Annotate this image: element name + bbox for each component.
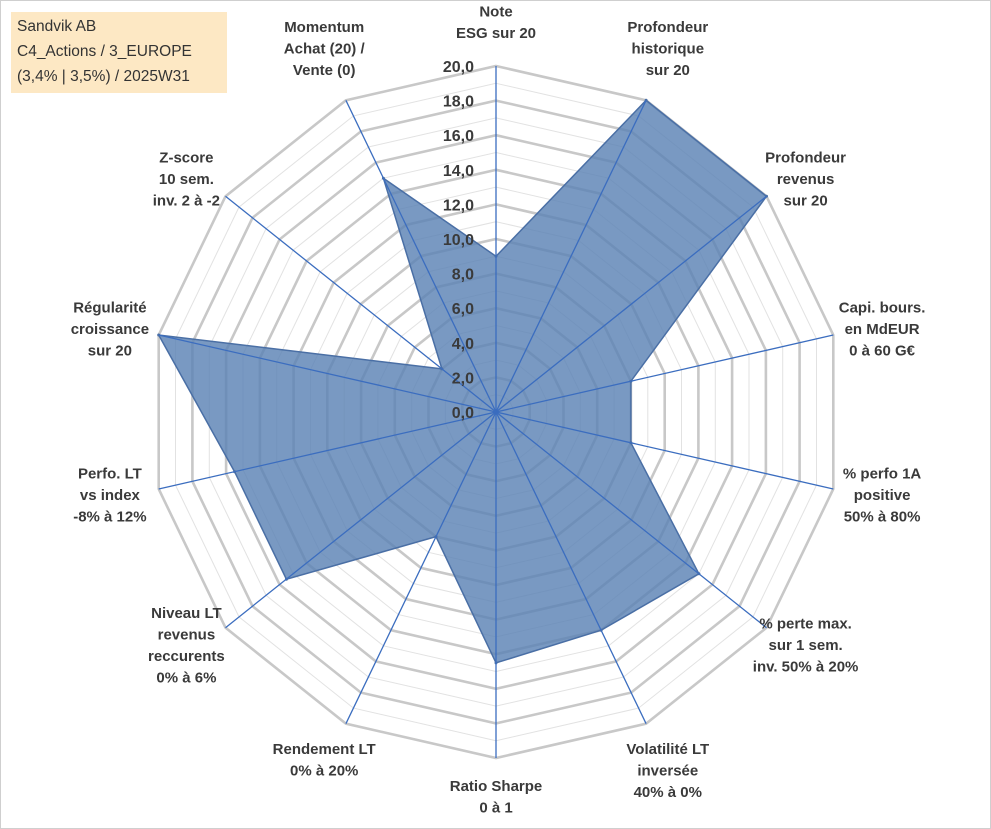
tick-label: 2,0 — [452, 370, 474, 387]
tick-label: 0,0 — [452, 405, 474, 422]
axis-label: Note ESG sur 20 — [456, 4, 536, 43]
axis-label-line: Ratio Sharpe — [450, 778, 543, 795]
axis-label-line: 0% à 20% — [290, 763, 358, 780]
axis-label-line: vs index — [80, 487, 141, 504]
axis-label-line: Achat (20) / — [284, 41, 366, 58]
axis-label-line: Profondeur — [627, 19, 708, 36]
axis-label-line: 50% à 80% — [844, 509, 921, 526]
tick-label: 4,0 — [452, 336, 474, 353]
axis-label: Profondeur revenus sur 20 — [765, 149, 846, 209]
axis-layer — [158, 66, 834, 758]
axis-spoke — [158, 334, 497, 413]
axis-spoke — [495, 411, 767, 629]
axis-label-line: -8% à 12% — [73, 509, 146, 526]
axis-label-line: 0 à 1 — [479, 800, 512, 817]
axis-label: Volatilité LT inversée 40% à 0% — [626, 741, 709, 801]
axis-label-line: croissance — [71, 321, 149, 338]
axis-label-line: ESG sur 20 — [456, 25, 536, 42]
axis-label-line: Perfo. LT — [78, 466, 142, 483]
axis-label-line: 0% à 6% — [156, 669, 216, 686]
axis-label-line: inversée — [637, 763, 698, 780]
axis-spoke — [495, 334, 834, 413]
axis-label-line: Niveau LT — [151, 605, 222, 622]
axis-label-line: Vente (0) — [293, 62, 356, 79]
axis-label: Perfo. LT vs index -8% à 12% — [73, 466, 146, 526]
axis-label-line: % perfo 1A — [843, 466, 922, 483]
axis-label: Régularité croissance sur 20 — [71, 299, 149, 359]
axis-label: Niveau LT revenus reccurents 0% à 6% — [148, 605, 225, 687]
axis-label-line: Capi. bours. — [839, 299, 926, 316]
tick-label: 12,0 — [443, 197, 474, 214]
axis-spoke — [225, 411, 497, 629]
axis-label-line: 0 à 60 G€ — [849, 342, 916, 359]
axis-label: % perfo 1A positive 50% à 80% — [843, 466, 922, 526]
axis-label: Rendement LT 0% à 20% — [273, 741, 376, 780]
tick-label: 20,0 — [443, 59, 474, 76]
axis-label-line: 10 sem. — [159, 171, 214, 188]
axis-label-line: % perte max. — [759, 616, 852, 633]
axis-spoke — [345, 411, 497, 724]
axis-spoke — [345, 100, 497, 413]
info-box: Sandvik AB C4_Actions / 3_EUROPE (3,4% |… — [11, 12, 227, 93]
axis-label-line: Volatilité LT — [626, 741, 709, 758]
axis-spoke — [158, 411, 497, 490]
axis-label-line: en MdEUR — [845, 321, 920, 338]
axis-label-line: revenus — [158, 626, 216, 643]
axis-label-line: Z-score — [159, 149, 213, 166]
axis-label: Momentum Achat (20) / Vente (0) — [284, 19, 366, 79]
label-layer: Note ESG sur 20 Profondeur historique sur 20… — [71, 4, 926, 817]
axis-label-line: sur 20 — [88, 342, 132, 359]
axis-label: Z-score 10 sem. inv. 2 à -2 — [153, 149, 220, 209]
tick-label: 8,0 — [452, 267, 474, 284]
axis-label-line: sur 20 — [646, 62, 690, 79]
tick-label: 16,0 — [443, 128, 474, 145]
axis-label: Ratio Sharpe 0 à 1 — [450, 778, 543, 817]
axis-label-line: inv. 2 à -2 — [153, 192, 220, 209]
axis-label: Profondeur historique sur 20 — [627, 19, 708, 79]
axis-label-line: historique — [632, 41, 705, 58]
axis-spoke — [225, 195, 497, 413]
axis-label-line: revenus — [777, 171, 835, 188]
axis-label-line: inv. 50% à 20% — [753, 659, 859, 676]
tick-label: 10,0 — [443, 232, 474, 249]
axis-label-line: positive — [854, 487, 911, 504]
tick-label: 14,0 — [443, 163, 474, 180]
axis-label: % perte max. sur 1 sem. inv. 50% à 20% — [753, 616, 859, 676]
axis-label-line: reccurents — [148, 648, 225, 665]
axis-label-line: Régularité — [73, 299, 146, 316]
axis-spoke — [495, 411, 647, 724]
axis-label-line: Rendement LT — [273, 741, 376, 758]
axis-label-line: 40% à 0% — [634, 784, 702, 801]
tick-label: 18,0 — [443, 94, 474, 111]
axis-spoke — [495, 411, 834, 490]
tick-layer: 0,0 2,0 4,0 6,0 8,0 10,0 12,0 14,0 16,0 18,0 20,0 — [443, 59, 474, 422]
week-stats: (3,4% | 3,5%) / 2025W31 — [17, 68, 190, 85]
tick-label: 6,0 — [452, 301, 474, 318]
axis-label-line: Profondeur — [765, 149, 846, 166]
axis-label-line: sur 20 — [783, 192, 827, 209]
axis-spoke — [495, 100, 647, 413]
axis-label: Capi. bours. en MdEUR 0 à 60 G€ — [839, 299, 926, 359]
axis-spoke — [495, 195, 767, 413]
category-path: C4_Actions / 3_EUROPE — [17, 43, 192, 60]
axis-label-line: sur 1 sem. — [768, 637, 842, 654]
axis-label-line: Momentum — [284, 19, 364, 36]
axis-label-line: Note — [479, 4, 512, 21]
company-name: Sandvik AB — [17, 18, 97, 35]
